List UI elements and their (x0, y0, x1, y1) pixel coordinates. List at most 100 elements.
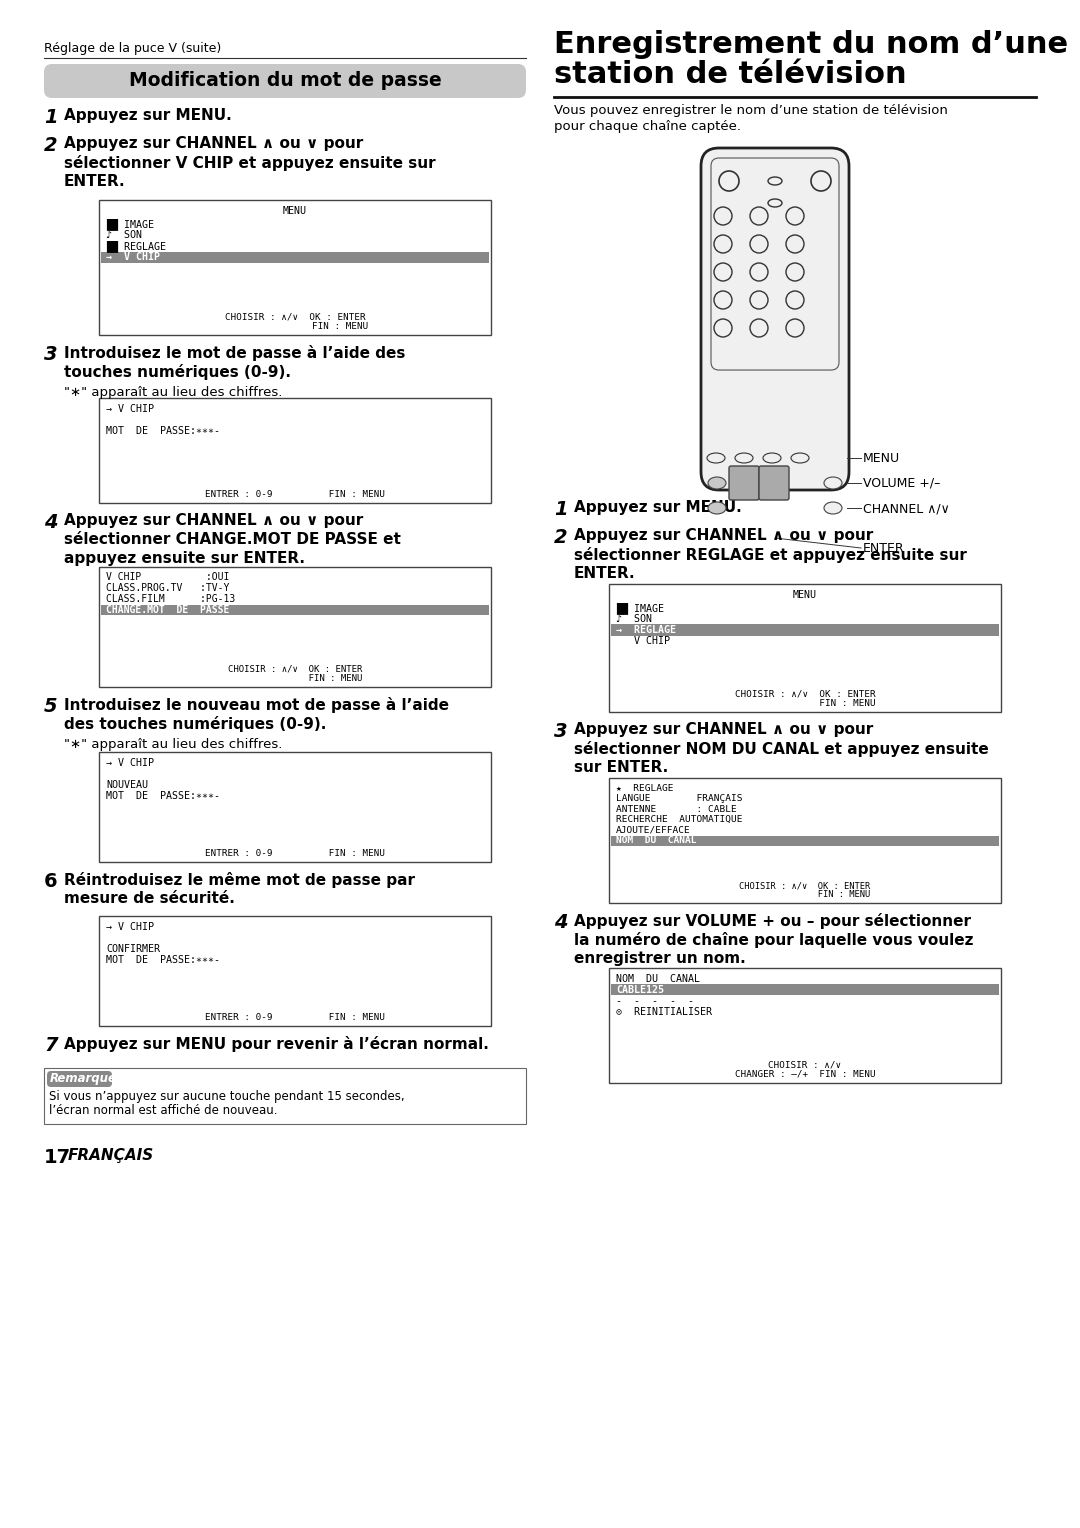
Text: CHOISIR : ∧/∨  OK : ENTER: CHOISIR : ∧/∨ OK : ENTER (734, 689, 875, 698)
Text: appuyez ensuite sur ENTER.: appuyez ensuite sur ENTER. (64, 552, 305, 565)
Bar (611, 836, 999, 847)
Text: Vous pouvez enregistrer le nom d’une station de télévision: Vous pouvez enregistrer le nom d’une sta… (554, 104, 948, 118)
Bar (609, 778, 1001, 903)
Text: Remarque: Remarque (50, 1073, 117, 1085)
Text: sur ENTER.: sur ENTER. (573, 759, 669, 775)
Text: 17: 17 (44, 1148, 71, 1167)
Text: CHOISIR : ∧/∨: CHOISIR : ∧/∨ (769, 1060, 841, 1070)
Text: → V CHIP: → V CHIP (106, 758, 154, 767)
Text: MOT  DE  PASSE:∗∗∗-: MOT DE PASSE:∗∗∗- (106, 426, 220, 435)
Text: ★  REGLAGE: ★ REGLAGE (616, 784, 674, 793)
Text: V CHIP           :OUI: V CHIP :OUI (106, 573, 229, 582)
Circle shape (714, 235, 732, 254)
Text: CHOISIR : ∧/∨  OK : ENTER: CHOISIR : ∧/∨ OK : ENTER (740, 882, 870, 891)
Text: 1: 1 (44, 108, 57, 127)
Text: sélectionner CHANGE.MOT DE PASSE et: sélectionner CHANGE.MOT DE PASSE et (64, 532, 401, 547)
Text: ♪  SON: ♪ SON (106, 229, 141, 240)
Bar (611, 625, 999, 636)
Text: LANGUE        FRANÇAIS: LANGUE FRANÇAIS (616, 795, 743, 804)
FancyBboxPatch shape (759, 466, 789, 500)
Ellipse shape (735, 452, 753, 463)
Bar (99, 752, 491, 862)
FancyBboxPatch shape (48, 1071, 112, 1086)
Text: MOT  DE  PASSE:∗∗∗-: MOT DE PASSE:∗∗∗- (106, 792, 220, 801)
Text: NOUVEAU: NOUVEAU (106, 779, 148, 790)
Text: 4: 4 (44, 513, 57, 532)
Text: MENU: MENU (793, 590, 816, 599)
Circle shape (719, 171, 739, 191)
Text: NOM  DU  CANAL: NOM DU CANAL (616, 973, 700, 984)
Text: Réintroduisez le même mot de passe par: Réintroduisez le même mot de passe par (64, 872, 415, 888)
Text: CHOISIR : ∧/∨  OK : ENTER: CHOISIR : ∧/∨ OK : ENTER (225, 312, 365, 321)
FancyBboxPatch shape (44, 64, 526, 98)
Text: ENTER.: ENTER. (64, 174, 125, 189)
Text: NOM  DU  CANAL: NOM DU CANAL (616, 836, 697, 845)
Text: ⊙  REINITIALISER: ⊙ REINITIALISER (616, 1007, 712, 1018)
Text: 6: 6 (44, 872, 57, 891)
Text: l’écran normal est affiché de nouveau.: l’écran normal est affiché de nouveau. (49, 1105, 278, 1117)
Ellipse shape (768, 177, 782, 185)
Circle shape (714, 319, 732, 338)
Text: Réglage de la puce V (suite): Réglage de la puce V (suite) (44, 41, 221, 55)
Circle shape (714, 263, 732, 281)
Text: Appuyez sur CHANNEL ∧ ou ∨ pour: Appuyez sur CHANNEL ∧ ou ∨ pour (573, 529, 874, 542)
Text: "∗" apparaît au lieu des chiffres.: "∗" apparaît au lieu des chiffres. (64, 738, 282, 750)
Bar (609, 969, 1001, 1083)
Text: la numéro de chaîne pour laquelle vous voulez: la numéro de chaîne pour laquelle vous v… (573, 932, 973, 947)
Text: CHANGER : –/+  FIN : MENU: CHANGER : –/+ FIN : MENU (734, 1070, 875, 1079)
Bar (609, 584, 1001, 712)
Text: →  REGLAGE: → REGLAGE (616, 625, 676, 636)
Text: → V CHIP: → V CHIP (106, 921, 154, 932)
Bar (99, 200, 491, 335)
Circle shape (750, 290, 768, 309)
Text: CHOISIR : ∧/∨  OK : ENTER: CHOISIR : ∧/∨ OK : ENTER (228, 665, 362, 674)
Ellipse shape (791, 452, 809, 463)
Ellipse shape (762, 452, 781, 463)
Text: enregistrer un nom.: enregistrer un nom. (573, 950, 746, 966)
Text: 2: 2 (44, 136, 57, 154)
Text: ENTRER : 0-9          FIN : MENU: ENTRER : 0-9 FIN : MENU (205, 490, 384, 498)
Text: MOT  DE  PASSE:∗∗∗-: MOT DE PASSE:∗∗∗- (106, 955, 220, 966)
Text: CLASS.FILM      :PG-13: CLASS.FILM :PG-13 (106, 594, 235, 604)
Text: →  V CHIP: → V CHIP (106, 252, 160, 263)
Text: mesure de sécurité.: mesure de sécurité. (64, 891, 234, 906)
Circle shape (714, 290, 732, 309)
Bar (99, 567, 491, 688)
Text: -  -  -  -  -: - - - - - (616, 996, 694, 1005)
Circle shape (750, 206, 768, 225)
Ellipse shape (824, 477, 842, 489)
Bar (102, 252, 489, 263)
Bar (99, 915, 491, 1025)
Text: Appuyez sur CHANNEL ∧ ou ∨ pour: Appuyez sur CHANNEL ∧ ou ∨ pour (64, 136, 363, 151)
Text: FIN : MENU: FIN : MENU (228, 674, 362, 683)
Text: Introduisez le mot de passe à l’aide des: Introduisez le mot de passe à l’aide des (64, 345, 405, 361)
Circle shape (786, 206, 804, 225)
Ellipse shape (708, 503, 726, 513)
Text: MENU: MENU (863, 452, 900, 465)
Ellipse shape (708, 477, 726, 489)
Text: 7: 7 (44, 1036, 57, 1054)
FancyBboxPatch shape (701, 148, 849, 490)
Bar (102, 605, 489, 616)
Text: pour chaque chaîne captée.: pour chaque chaîne captée. (554, 121, 741, 133)
Bar (611, 984, 999, 995)
Ellipse shape (824, 503, 842, 513)
Text: 2: 2 (554, 529, 568, 547)
Text: sélectionner NOM DU CANAL et appuyez ensuite: sélectionner NOM DU CANAL et appuyez ens… (573, 741, 989, 756)
Circle shape (786, 319, 804, 338)
Text: CHANGE.MOT  DE  PASSE: CHANGE.MOT DE PASSE (106, 605, 229, 614)
Text: 3: 3 (554, 723, 568, 741)
Text: sélectionner REGLAGE et appuyez ensuite sur: sélectionner REGLAGE et appuyez ensuite … (573, 547, 967, 562)
Text: AJOUTE/EFFACE: AJOUTE/EFFACE (616, 827, 691, 834)
Text: ENTRER : 0-9          FIN : MENU: ENTRER : 0-9 FIN : MENU (205, 850, 384, 857)
Text: ██ IMAGE: ██ IMAGE (616, 602, 664, 614)
Text: MENU: MENU (283, 206, 307, 215)
FancyBboxPatch shape (729, 466, 759, 500)
Text: ENTER: ENTER (863, 542, 905, 555)
Text: Si vous n’appuyez sur aucune touche pendant 15 secondes,: Si vous n’appuyez sur aucune touche pend… (49, 1089, 405, 1103)
Text: 4: 4 (554, 914, 568, 932)
Text: Modification du mot de passe: Modification du mot de passe (129, 72, 442, 90)
Text: ENTER.: ENTER. (573, 565, 636, 581)
Text: CABLE125: CABLE125 (616, 984, 664, 995)
Text: sélectionner V CHIP et appuyez ensuite sur: sélectionner V CHIP et appuyez ensuite s… (64, 154, 435, 171)
